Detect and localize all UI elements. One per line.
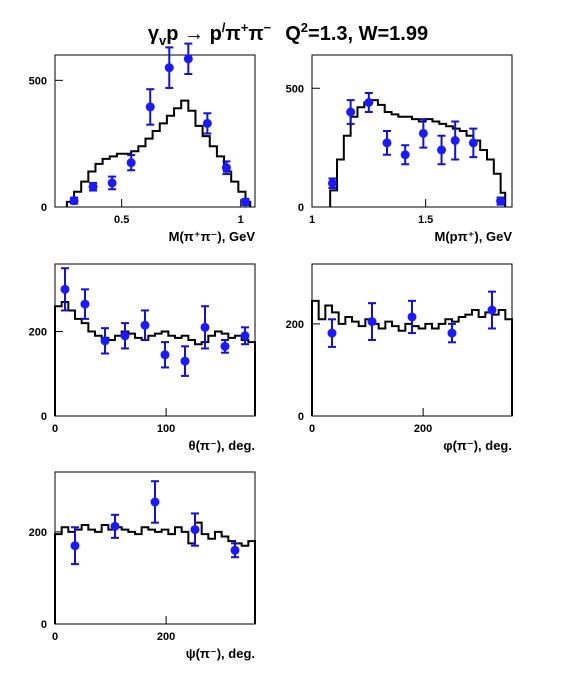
title-reaction: p → p bbox=[166, 23, 222, 45]
figure-title: γvp → p/π+π− Q2=1.3, W=1.99 bbox=[148, 20, 428, 48]
data-point bbox=[110, 521, 120, 531]
data-point bbox=[230, 545, 240, 555]
x-tick-label: 100 bbox=[157, 423, 175, 435]
data-point bbox=[190, 525, 200, 535]
x-tick-label: 0 bbox=[309, 423, 315, 435]
plot-frame bbox=[311, 54, 513, 208]
plot-frame bbox=[311, 263, 513, 417]
data-point bbox=[496, 196, 506, 206]
title-q2-sup: 2 bbox=[301, 20, 308, 35]
data-point bbox=[69, 196, 79, 206]
data-point bbox=[100, 336, 110, 346]
data-point bbox=[487, 305, 497, 315]
data-point bbox=[450, 136, 460, 145]
x-tick-label: 1 bbox=[238, 214, 244, 226]
data-point bbox=[407, 312, 417, 322]
data-point bbox=[183, 54, 193, 64]
title-gamma: γ bbox=[148, 23, 160, 45]
x-axis-label: M(π⁺π⁻), GeV bbox=[169, 229, 256, 244]
data-point bbox=[447, 328, 457, 338]
x-axis-label: θ(π⁻), deg. bbox=[189, 438, 255, 453]
data-point bbox=[418, 128, 428, 138]
x-tick-label: 1 bbox=[309, 214, 315, 226]
data-point bbox=[126, 158, 136, 168]
x-axis-label: ψ(π⁻), deg. bbox=[186, 646, 255, 661]
title-gamma-sub: v bbox=[159, 33, 167, 48]
panel-2: 0 500 1 1.5M(pπ⁺), GeV bbox=[286, 54, 513, 244]
data-point bbox=[327, 328, 337, 338]
x-tick-label: 200 bbox=[414, 423, 432, 435]
panel-5: 0 200 0 200 ψ(π⁻), deg. bbox=[29, 471, 256, 661]
data-point bbox=[180, 356, 190, 366]
data-point bbox=[88, 182, 98, 192]
data-point bbox=[240, 331, 250, 341]
data-point bbox=[364, 98, 374, 107]
data-point bbox=[327, 178, 337, 188]
x-tick-label: 0.5 bbox=[114, 214, 129, 226]
y-tick-label: 200 bbox=[29, 527, 47, 539]
y-tick-label: 500 bbox=[286, 83, 304, 95]
data-point bbox=[220, 341, 230, 351]
y-tick-label: 500 bbox=[29, 75, 47, 87]
data-point bbox=[107, 178, 117, 188]
title-plus-sup: + bbox=[241, 20, 249, 35]
y-tick-label: 200 bbox=[286, 319, 304, 331]
panel-1: 0 500 0.5 1 M(π⁺π⁻), GeV bbox=[29, 42, 256, 244]
histogram-line bbox=[329, 99, 507, 207]
x-axis-label: φ(π⁻), deg. bbox=[443, 438, 512, 453]
title-prime: / bbox=[222, 20, 226, 35]
data-point bbox=[150, 497, 160, 507]
data-point bbox=[400, 150, 410, 160]
x-tick-label: 200 bbox=[157, 631, 175, 643]
data-point bbox=[140, 320, 150, 330]
data-point bbox=[202, 118, 212, 128]
data-point bbox=[221, 163, 231, 173]
data-point bbox=[70, 541, 80, 551]
y-tick-label: 0 bbox=[41, 411, 47, 423]
data-point bbox=[437, 145, 447, 155]
data-point bbox=[240, 197, 250, 207]
data-point bbox=[346, 107, 356, 117]
y-tick-label: 0 bbox=[298, 411, 304, 423]
data-point bbox=[164, 63, 174, 73]
histogram-line bbox=[54, 521, 256, 624]
data-point bbox=[382, 138, 392, 148]
title-kinematics: =1.3, W=1.99 bbox=[308, 23, 428, 45]
data-point bbox=[145, 102, 155, 112]
panel-4: 0 200 0 200 φ(π⁻), deg. bbox=[286, 263, 513, 453]
x-tick-label: 0 bbox=[52, 423, 58, 435]
data-point bbox=[60, 284, 70, 294]
histogram-line bbox=[54, 301, 256, 416]
data-point bbox=[120, 331, 130, 341]
data-point bbox=[80, 299, 90, 309]
title-minus-sup: − bbox=[264, 20, 272, 35]
x-tick-label: 1.5 bbox=[418, 214, 433, 226]
data-point bbox=[160, 350, 170, 360]
title-q2: Q bbox=[285, 23, 301, 45]
x-tick-label: 0 bbox=[52, 631, 58, 643]
y-tick-label: 200 bbox=[29, 327, 47, 339]
data-point bbox=[200, 322, 210, 332]
y-tick-label: 0 bbox=[41, 202, 47, 214]
x-axis-label: M(pπ⁺), GeV bbox=[435, 229, 513, 244]
data-point bbox=[367, 317, 377, 327]
plot-frame bbox=[54, 54, 256, 208]
y-tick-label: 0 bbox=[41, 619, 47, 631]
panel-3: 0 200 0 100 θ(π⁻), deg. bbox=[29, 263, 256, 453]
title-pi-plus: π bbox=[225, 23, 240, 45]
data-point bbox=[468, 138, 478, 148]
title-pi-minus: π bbox=[248, 23, 263, 45]
y-tick-label: 0 bbox=[298, 202, 304, 214]
